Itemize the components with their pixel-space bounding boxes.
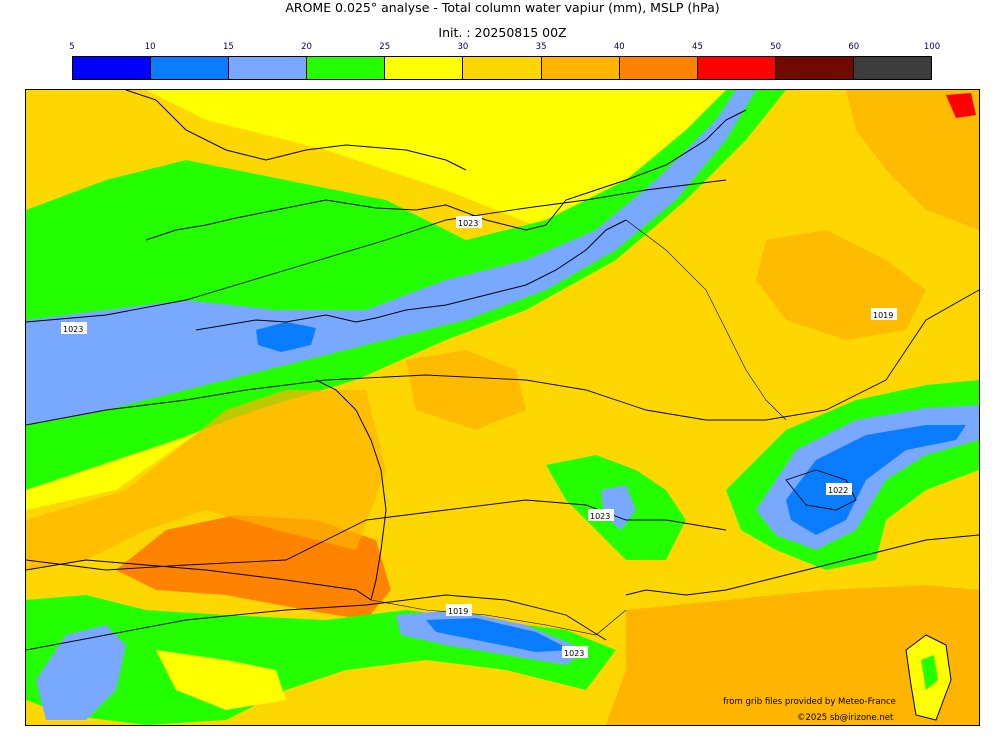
- brittany-normandy-coast: [195, 219, 627, 331]
- isobar-1019-upper: [26, 289, 979, 426]
- isobar-label-box: [61, 322, 87, 334]
- isobar-1023-center: [26, 499, 727, 571]
- england-south-coast: [145, 199, 547, 241]
- colorbar-tick-label: 5: [69, 42, 75, 52]
- colorbar-tick-label: 35: [535, 42, 547, 52]
- init-time: Init. : 20250815 00Z: [438, 25, 567, 40]
- isobar-label: 1019: [873, 311, 893, 320]
- colorbar-tick-label: 25: [379, 42, 391, 52]
- colorbar-segment: [619, 57, 698, 79]
- colorbar-segment: [385, 57, 464, 79]
- field-15-20-spain: [36, 625, 126, 720]
- field-20-25-band: [26, 90, 786, 490]
- colorbar: [72, 56, 932, 80]
- isobar-label-box: [826, 483, 852, 495]
- field-25-30-spain: [156, 650, 286, 710]
- data-credit: from grib files provided by Meteo-France: [723, 697, 896, 707]
- colorbar-segment: [73, 57, 152, 79]
- england-north-coast: [125, 90, 467, 171]
- colorbar-tick-label: 60: [848, 42, 860, 52]
- field-35-40-biscay: [26, 390, 386, 570]
- field-35-40-northeast: [846, 90, 979, 230]
- water-vapour-field: 1023 1023 1019 1023 1022 1019 1023: [26, 90, 979, 725]
- isobar-1019-south: [26, 594, 607, 651]
- colorbar-segment: [697, 57, 776, 79]
- channel-coast: [545, 109, 747, 226]
- isobar-1023-north: [26, 179, 727, 323]
- colorbar-tick-label: 50: [770, 42, 782, 52]
- border-pyrenees: [370, 599, 627, 636]
- isobar-label-box: [588, 509, 614, 521]
- map-title: AROME 0.025° analyse - Total column wate…: [285, 0, 720, 15]
- colorbar-tick-labels: 5 10 15 20 25 30 35 40 45 50 60 100: [69, 42, 940, 54]
- isobar-label: 1022: [828, 486, 848, 495]
- weather-map: 1023 1023 1019 1023 1022 1019 1023: [25, 89, 980, 726]
- field-10-15-pyrenees: [426, 618, 571, 652]
- isobar-labels: 1023 1023 1019 1023 1022 1019 1023: [61, 216, 897, 658]
- colorbar-tick-label: 20: [301, 42, 312, 52]
- field-10-15-patch: [256, 322, 316, 352]
- isobar-label: 1023: [564, 649, 584, 658]
- colorbar-segment: [775, 57, 854, 79]
- colorbar-tick-label: 45: [692, 42, 703, 52]
- atlantic-coast: [315, 379, 387, 601]
- field-10-15-alps: [786, 425, 966, 535]
- isobar-label-box: [871, 308, 897, 320]
- colorbar-segment: [229, 57, 308, 79]
- isobar-1022-alps: [785, 469, 857, 511]
- isobars: [26, 179, 979, 651]
- isobar-label-box: [446, 604, 472, 616]
- colorbar-tick-label: 100: [923, 42, 941, 52]
- isobar-label: 1023: [63, 325, 83, 334]
- corsica-green: [921, 655, 938, 690]
- field-35-40-center: [406, 350, 526, 430]
- isobar-label: 1023: [590, 512, 610, 521]
- mediterranean-coast: [625, 534, 979, 596]
- isobar-label: 1023: [458, 219, 478, 228]
- field-45-50-patch: [946, 93, 976, 118]
- colorbar-segment: [307, 57, 386, 79]
- colorbar-segment: [463, 57, 542, 79]
- isobar-label: 1019: [448, 607, 468, 616]
- colorbar-tick-label: 30: [457, 42, 469, 52]
- spain-north-coast: [26, 559, 372, 601]
- colorbar-segment: [541, 57, 620, 79]
- isobar-label-box: [562, 646, 588, 658]
- border-east: [625, 219, 787, 421]
- copyright: ©2025 sb@irizone.net: [797, 713, 894, 723]
- field-15-20-band: [26, 90, 756, 425]
- corsica-coast: [905, 634, 952, 721]
- colorbar-segment: [151, 57, 230, 79]
- colorbar-tick-label: 40: [613, 42, 625, 52]
- field-35-40-mediterranean: [606, 585, 979, 725]
- colorbar-tick-label: 15: [222, 42, 234, 52]
- field-25-30-north: [26, 90, 676, 240]
- colorbar-segment: [853, 57, 932, 79]
- colorbar-tick-label: 10: [144, 42, 156, 52]
- coastlines: [26, 90, 979, 721]
- isobar-label-box: [456, 216, 482, 228]
